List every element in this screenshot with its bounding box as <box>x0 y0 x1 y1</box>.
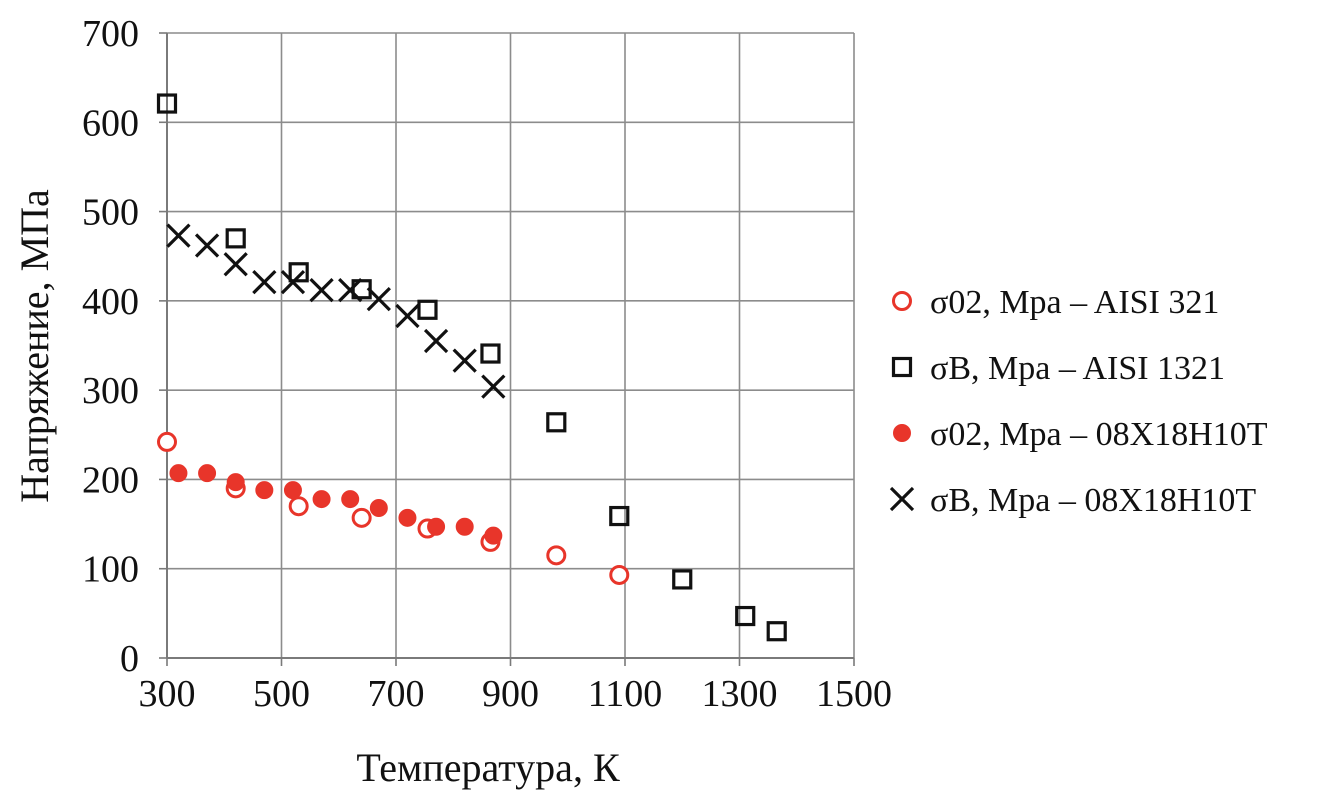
data-point <box>341 490 360 509</box>
legend-item: σ02, Mpa – 08X18H10T <box>893 416 1268 453</box>
x-axis-title: Температура, К <box>356 745 620 790</box>
data-point <box>672 569 693 590</box>
x-stroke <box>423 328 449 354</box>
data-point <box>252 269 277 295</box>
x-tick-label: 300 <box>139 673 196 715</box>
x-tick-label: 900 <box>482 673 539 715</box>
data-point <box>427 517 446 536</box>
data-point <box>395 303 420 329</box>
y-tick-label: 600 <box>82 102 139 144</box>
data-point <box>546 412 567 433</box>
data-point <box>283 481 302 500</box>
data-point <box>766 621 787 642</box>
data-point <box>280 269 306 295</box>
data-point <box>169 464 188 483</box>
series-1 <box>157 431 630 585</box>
data-point <box>226 473 245 492</box>
legend-label: σB, Mpa – 08X18H10T <box>930 482 1256 519</box>
data-point <box>288 262 309 283</box>
x-stroke <box>252 269 277 295</box>
legend-label: σ02, Mpa – 08X18H10T <box>930 416 1268 453</box>
data-point <box>309 278 334 303</box>
data-point <box>166 223 191 248</box>
data-point <box>194 233 220 258</box>
x-stroke <box>166 223 191 248</box>
x-stroke <box>194 233 220 258</box>
data-point <box>351 507 372 528</box>
data-point <box>312 490 331 509</box>
data-point <box>157 431 177 452</box>
legend-label: σB, Mpa – AISI 1321 <box>930 350 1225 387</box>
data-point <box>288 496 309 517</box>
x-stroke <box>338 278 363 303</box>
x-stroke <box>452 348 477 373</box>
data-point <box>484 526 503 545</box>
x-tick-label: 1300 <box>702 673 778 715</box>
data-point <box>255 481 274 500</box>
legend: σ02, Mpa – AISI 321 σB, Mpa – AISI 1321 σ0… <box>889 284 1268 519</box>
data-point <box>480 343 501 364</box>
data-point <box>417 299 438 320</box>
x-stroke <box>481 374 506 399</box>
data-point <box>198 464 217 483</box>
data-point <box>366 286 391 312</box>
y-tick-label: 0 <box>120 638 139 680</box>
x-stroke <box>223 252 248 277</box>
y-tick-label: 700 <box>82 13 139 55</box>
data-point <box>609 505 630 527</box>
legend-item: σB, Mpa – AISI 1321 <box>891 350 1225 387</box>
data-point <box>735 605 756 627</box>
y-tick-label: 200 <box>82 459 139 501</box>
y-tick-label: 100 <box>82 549 139 591</box>
legend-marker <box>892 291 912 311</box>
x-stroke <box>309 278 334 303</box>
x-tick-label: 1100 <box>588 673 663 715</box>
data-point <box>223 252 248 277</box>
x-tick-label: 700 <box>368 673 425 715</box>
data-point <box>369 499 388 517</box>
data-point <box>452 348 477 373</box>
data-point <box>225 228 246 249</box>
data-point <box>423 328 449 354</box>
y-tick-label: 500 <box>82 192 139 234</box>
legend-marker <box>893 424 911 442</box>
legend-item: σB, Mpa – 08X18H10T <box>889 482 1256 519</box>
data-point <box>338 278 363 303</box>
y-tick-label: 400 <box>82 281 139 323</box>
data-point <box>156 93 178 114</box>
legend-item: σ02, Mpa – AISI 321 <box>892 284 1219 321</box>
y-tick-label: 300 <box>82 370 139 412</box>
data-point <box>398 508 417 527</box>
data-point <box>609 564 630 585</box>
tick-labels: 300 500 700 900 1100 1300 1500 0 100 200 300 400 500… <box>82 13 892 715</box>
data-point <box>455 517 474 536</box>
legend-marker <box>891 356 913 378</box>
series-3 <box>169 464 503 545</box>
data-point <box>481 374 506 399</box>
y-axis-title: Напряжение, МПа <box>12 189 57 503</box>
data-point <box>546 545 567 566</box>
legend-label: σ02, Mpa – AISI 321 <box>930 284 1219 321</box>
x-stroke <box>366 286 391 312</box>
series-4 <box>166 223 506 399</box>
x-tick-label: 1500 <box>816 673 892 715</box>
x-stroke <box>889 486 915 512</box>
legend-marker <box>889 486 915 512</box>
grid <box>159 32 855 666</box>
x-stroke <box>395 303 420 329</box>
x-stroke <box>280 269 306 295</box>
data-points <box>156 93 787 642</box>
x-tick-label: 500 <box>253 673 310 715</box>
